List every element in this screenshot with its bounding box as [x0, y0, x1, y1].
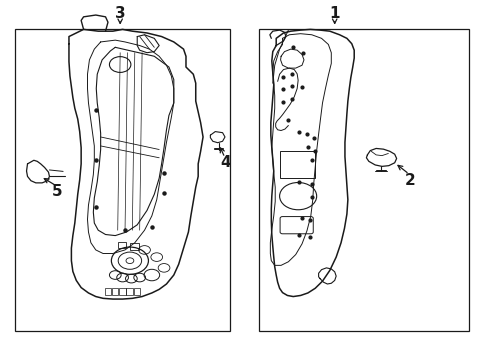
Bar	[130, 243, 139, 250]
Text: 2: 2	[404, 172, 415, 188]
Bar	[104, 288, 111, 296]
Text: 3: 3	[115, 6, 125, 21]
Bar	[126, 288, 133, 296]
Bar	[134, 288, 140, 296]
Bar	[279, 151, 314, 178]
Text: 1: 1	[329, 6, 339, 21]
Text: 4: 4	[220, 155, 231, 170]
Bar	[118, 242, 126, 248]
Bar	[119, 288, 125, 296]
Bar	[15, 30, 229, 330]
Bar	[259, 30, 468, 330]
Text: 5: 5	[51, 184, 62, 199]
Bar	[112, 288, 118, 296]
